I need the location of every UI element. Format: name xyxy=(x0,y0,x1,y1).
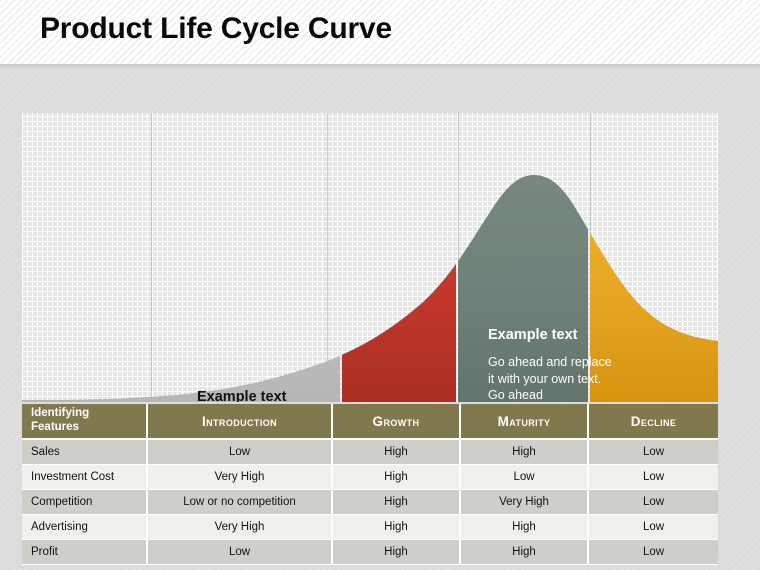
features-header-line1: Identifying xyxy=(31,407,90,420)
lifecycle-table: Identifying Features Introduction Growth… xyxy=(22,404,718,565)
cell-feature: Profit xyxy=(22,539,148,565)
table-row: Advertising Very High High High Low xyxy=(22,514,718,540)
chart-column-divider xyxy=(458,113,459,402)
title-divider xyxy=(0,64,760,69)
chart-column-divider xyxy=(327,113,328,402)
table-header-row: Identifying Features Introduction Growth… xyxy=(22,404,718,440)
column-header-features: Identifying Features xyxy=(22,404,148,440)
table-row: Profit Low High High Low xyxy=(22,539,718,565)
lifecycle-chart: Example text Go ahead and replace it wit… xyxy=(22,113,718,402)
curve-segment-growth xyxy=(342,263,456,402)
cell-maturity: High xyxy=(460,514,589,540)
cell-introduction: Low xyxy=(147,539,333,565)
cell-growth: High xyxy=(332,464,461,490)
cell-growth: High xyxy=(332,514,461,540)
callout-heading: Example text xyxy=(488,327,578,343)
cell-decline: Low xyxy=(588,439,718,465)
page-title: Product Life Cycle Curve xyxy=(40,12,392,45)
cell-growth: High xyxy=(332,489,461,515)
table-row: Sales Low High High Low xyxy=(22,439,718,465)
cell-decline: Low xyxy=(588,489,718,515)
cell-growth: High xyxy=(332,439,461,465)
table-row: Competition Low or no competition High V… xyxy=(22,489,718,515)
callout-heading: Example text xyxy=(197,389,287,402)
cell-maturity: Low xyxy=(460,464,589,490)
cell-decline: Low xyxy=(588,514,718,540)
cell-feature: Competition xyxy=(22,489,148,515)
cell-maturity: High xyxy=(460,439,589,465)
cell-feature: Investment Cost xyxy=(22,464,148,490)
callout-introduction: Example text Go ahead and replace it wit… xyxy=(197,388,347,402)
curve-segment-decline xyxy=(590,232,718,402)
cell-maturity: Very High xyxy=(460,489,589,515)
table-row: Investment Cost Very High High Low Low xyxy=(22,464,718,490)
cell-introduction: Very High xyxy=(147,514,333,540)
cell-introduction: Very High xyxy=(147,464,333,490)
features-header-line2: Features xyxy=(31,421,79,433)
curve-segment-maturity xyxy=(458,175,588,402)
cell-introduction: Low or no competition xyxy=(147,489,333,515)
cell-growth: High xyxy=(332,539,461,565)
callout-maturity: Example text Go ahead and replace it wit… xyxy=(488,326,614,402)
cell-decline: Low xyxy=(588,464,718,490)
cell-feature: Advertising xyxy=(22,514,148,540)
curve-segment-introduction xyxy=(22,355,340,402)
cell-feature: Sales xyxy=(22,439,148,465)
cell-maturity: High xyxy=(460,539,589,565)
cell-decline: Low xyxy=(588,539,718,565)
column-header-growth: Growth xyxy=(332,404,461,440)
column-header-maturity: Maturity xyxy=(460,404,589,440)
title-band: Product Life Cycle Curve xyxy=(0,0,760,64)
column-header-decline: Decline xyxy=(588,404,718,440)
lifecycle-curve-graphic xyxy=(22,175,718,402)
callout-body: Go ahead and replace it with your own te… xyxy=(488,355,612,402)
chart-column-divider xyxy=(151,113,152,402)
cell-introduction: Low xyxy=(147,439,333,465)
column-header-introduction: Introduction xyxy=(147,404,333,440)
